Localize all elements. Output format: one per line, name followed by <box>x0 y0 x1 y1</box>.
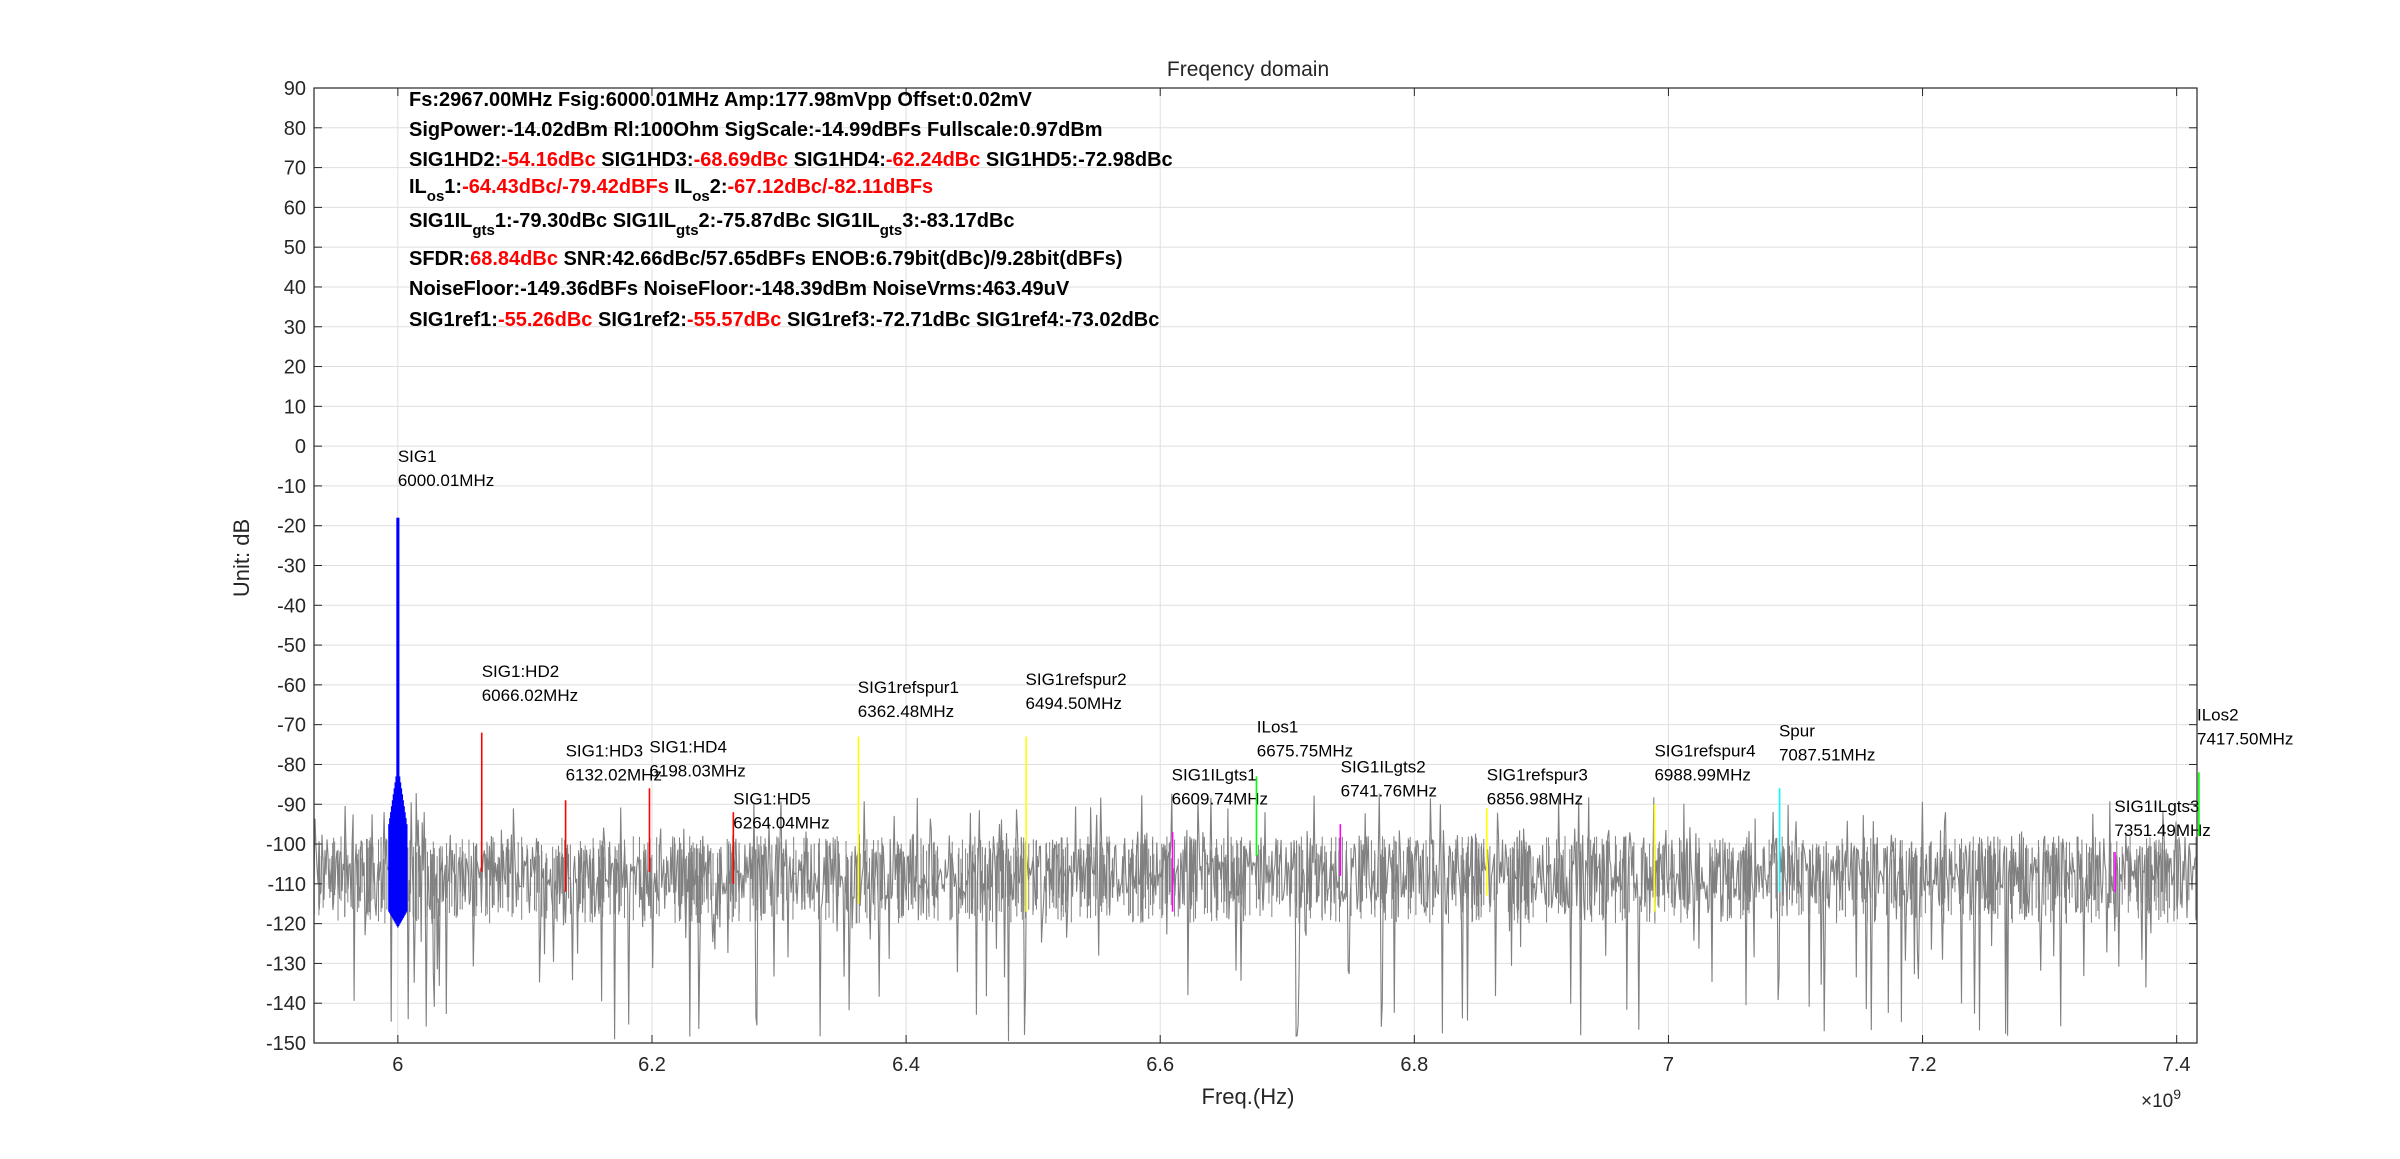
info-line: SIG1ILgts1:-79.30dBc SIG1ILgts2:-75.87dB… <box>409 210 1015 239</box>
y-tick-label: 50 <box>284 237 306 259</box>
y-tick-label: -40 <box>277 595 306 617</box>
info-line: ILos1:-64.43dBc/-79.42dBFs ILos2:-67.12d… <box>409 176 933 205</box>
marker-name-label: SIG1 <box>398 447 437 466</box>
marker-name-label: ILos2 <box>2197 706 2239 725</box>
marker-name-label: SIG1:HD2 <box>482 662 559 681</box>
x-tick-label: 6.6 <box>1146 1054 1174 1076</box>
marker-name-label: SIG1:HD3 <box>566 742 643 761</box>
info-line: NoiseFloor:-149.36dBFs NoiseFloor:-148.3… <box>409 278 1070 300</box>
y-tick-label: 30 <box>284 317 306 339</box>
marker-freq-label: 7417.50MHz <box>2197 730 2293 749</box>
marker-freq-label: 6198.03MHz <box>649 762 745 781</box>
y-tick-label: -60 <box>277 675 306 697</box>
y-tick-label: -50 <box>277 635 306 657</box>
marker-name-label: SIG1refspur2 <box>1026 670 1127 689</box>
marker-name-label: SIG1ILgts2 <box>1341 757 1426 776</box>
marker-freq-label: 6494.50MHz <box>1026 694 1122 713</box>
info-line: SigPower:-14.02dBm Rl:100Ohm SigScale:-1… <box>409 119 1103 141</box>
y-tick-label: -100 <box>266 834 306 856</box>
marker-name-label: SIG1ILgts1 <box>1172 765 1257 784</box>
y-tick-label: -10 <box>277 476 306 498</box>
y-tick-label: -120 <box>266 914 306 936</box>
marker-name-label: SIG1refspur1 <box>858 678 959 697</box>
x-tick-label: 7 <box>1663 1054 1674 1076</box>
y-tick-label: -150 <box>266 1033 306 1055</box>
x-tick-label: 6.8 <box>1400 1054 1428 1076</box>
y-tick-label: 70 <box>284 158 306 180</box>
y-tick-label: -30 <box>277 556 306 578</box>
marker-freq-label: 6066.02MHz <box>482 686 578 705</box>
marker-freq-label: 6362.48MHz <box>858 702 954 721</box>
y-tick-label: 80 <box>284 118 306 140</box>
y-axis-label: Unit: dB <box>229 519 254 597</box>
y-tick-label: 40 <box>284 277 306 299</box>
noise-floor-trace <box>313 793 2198 1042</box>
marker-freq-label: 6132.02MHz <box>566 766 662 785</box>
y-tick-label: 10 <box>284 396 306 418</box>
marker-freq-label: 6856.98MHz <box>1487 789 1583 808</box>
chart-title: Freqency domain <box>1167 58 1329 81</box>
marker-name-label: SIG1:HD5 <box>733 789 810 808</box>
axes-ticks: 90 80 70 60 50 40 30 20 10 0 -10 -20 -30 -40 -50 -60 -70… <box>266 78 2197 1076</box>
info-line: Fs:2967.00MHz Fsig:6000.01MHz Amp:177.98… <box>409 89 1032 111</box>
x-tick-label: 7.4 <box>2163 1054 2191 1076</box>
x-axis-exponent: ×109 <box>2141 1086 2181 1112</box>
marker-freq-label: 6675.75MHz <box>1257 742 1353 761</box>
x-tick-label: 6.4 <box>892 1054 920 1076</box>
marker-freq-label: 6741.76MHz <box>1341 781 1437 800</box>
marker-name-label: SIG1ILgts3 <box>2114 797 2199 816</box>
marker-name-label: SIG1:HD4 <box>649 738 726 757</box>
marker-freq-label: 7087.51MHz <box>1779 746 1875 765</box>
y-tick-label: -20 <box>277 516 306 538</box>
marker-freq-label: 6988.99MHz <box>1654 766 1750 785</box>
x-tick-label: 7.2 <box>1909 1054 1937 1076</box>
marker-name-label: Spur <box>1779 722 1815 741</box>
info-line: SFDR:68.84dBc SNR:42.66dBc/57.65dBFs ENO… <box>409 248 1123 270</box>
y-tick-label: -140 <box>266 993 306 1015</box>
sig1-main-tone <box>388 517 408 928</box>
x-tick-label: 6.2 <box>638 1054 666 1076</box>
y-tick-label: -80 <box>277 754 306 776</box>
marker-name-label: SIG1refspur4 <box>1654 742 1755 761</box>
marker-name-label: SIG1refspur3 <box>1487 765 1588 784</box>
info-line: SIG1ref1:-55.26dBc SIG1ref2:-55.57dBc SI… <box>409 309 1159 331</box>
marker-freq-label: 6000.01MHz <box>398 471 494 490</box>
marker-name-label: ILos1 <box>1257 718 1299 737</box>
marker-freq-label: 7351.49MHz <box>2114 821 2210 840</box>
info-line: SIG1HD2:-54.16dBc SIG1HD3:-68.69dBc SIG1… <box>409 149 1173 171</box>
marker-freq-label: 6609.74MHz <box>1172 789 1268 808</box>
y-tick-label: -130 <box>266 953 306 975</box>
y-tick-label: -110 <box>267 874 306 896</box>
y-tick-label: 90 <box>284 78 306 100</box>
x-axis-label: Freq.(Hz) <box>1202 1084 1295 1109</box>
y-tick-label: 20 <box>284 357 306 379</box>
y-tick-label: 0 <box>295 436 306 458</box>
y-tick-label: -70 <box>277 715 306 737</box>
y-tick-label: -90 <box>277 794 306 816</box>
marker-freq-label: 6264.04MHz <box>733 813 829 832</box>
y-tick-label: 60 <box>284 197 306 219</box>
x-tick-label: 6 <box>392 1054 403 1076</box>
info-text-block: Fs:2967.00MHz Fsig:6000.01MHz Amp:177.98… <box>409 89 1173 331</box>
plot-area: SIG1 6000.01MHz SIG1:HD2 6066.02MHz SIG1:HD3… <box>266 78 2293 1076</box>
noise-band <box>313 836 2197 924</box>
